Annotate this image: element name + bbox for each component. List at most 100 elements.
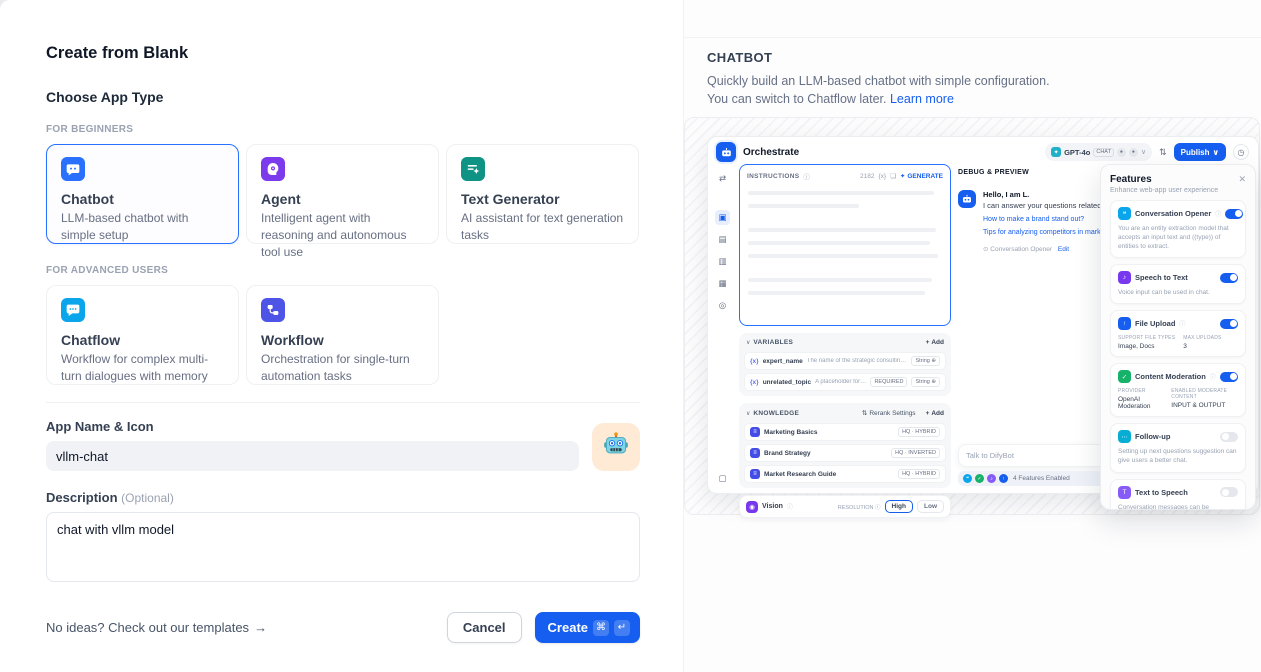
card-desc: LLM-based chatbot with simple setup [61,211,189,243]
copy-icon: ❏ [890,173,896,180]
app-name-input[interactable] [46,441,579,471]
templates-link[interactable]: No ideas? Check out our templates → [46,620,268,635]
learn-more-link[interactable]: Learn more [889,92,954,107]
arrow-right-icon: → [254,620,268,635]
conversation-opener-icon: ❝ [1118,207,1131,220]
chat-input-area: Talk to DifyBot ❝ ✓ ♪ ↑ 4 Features Enabl… [958,444,1106,486]
follow-up-icon: ⋯ [1118,430,1131,444]
chevron-down-icon: ∨ [1212,147,1220,157]
speech-to-text-icon: ♪ [1118,271,1131,285]
orchestrate-nav-icon: ▣ [715,210,730,225]
dataset-icon: ≡ [750,448,760,458]
mock-chat-input: Talk to DifyBot [958,444,1106,467]
beginner-cards: Chatbot LLM-based chatbot with simple se… [46,144,640,259]
chat-mode-badge: CHAT [1093,147,1114,157]
choose-app-type-label: Choose App Type [46,89,164,105]
feature-toggle[interactable] [1220,318,1238,329]
info-icon: ⓘ [1209,375,1216,382]
knowledge-panel: ∨ KNOWLEDGE ⇅ Rerank Settings + Add ≡ Mark [739,403,951,488]
plus-icon: + [925,339,930,346]
feature-card-speech-to-text: ♪ Speech to Text Voice input can be used… [1110,264,1246,305]
advanced-cards: Chatflow Workflow for complex multi-turn… [46,285,640,385]
bot-avatar [958,190,976,208]
text-generator-icon [461,157,485,181]
info-icon: ⓘ [1179,322,1186,329]
preview-heading: CHATBOT [707,50,773,65]
app-type-card-chatflow[interactable]: Chatflow Workflow for complex multi-turn… [46,285,239,385]
knowledge-row: ≡ Market Research Guide HQ · HYBRID [744,465,946,483]
add-variable-button: + Add [925,339,944,346]
feature-card-content-moderation: ✓ Content Moderation ⓘ PROVIDER OpenAI Mo… [1110,363,1246,418]
feature-toggle[interactable] [1220,487,1238,498]
instructions-title: INSTRUCTIONS [747,172,800,180]
agent-icon [261,157,285,181]
card-title: Agent [261,191,301,207]
add-knowledge-button: + Add [925,409,944,417]
tune-icon: ⇅ [1159,146,1167,157]
form-divider [46,402,640,403]
suggested-question: Tips for analyzing competitors in market [983,229,1107,236]
card-title: Text Generator [461,191,560,207]
mock-sidebar: ⇄ ▣ ▤ ▥ ▦ ◎ ▢ [708,169,737,493]
image-nav-icon: ▤ [718,234,727,244]
card-title: Chatbot [61,191,114,207]
robot-app-icon [602,431,630,464]
required-badge: REQUIRED [870,377,908,387]
app-name-label: App Name & Icon [46,419,154,434]
variables-panel: ∨ VARIABLES + Add {x} expert_name The nam… [739,333,951,396]
optional-hint: (Optional) [121,491,174,505]
section-label-advanced: FOR ADVANCED USERS [46,265,169,276]
model-selector: ✦ GPT-4o CHAT ● ● ∨ [1045,143,1153,161]
knowledge-row: ≡ Brand Strategy HQ · INVERTED [744,444,946,462]
info-icon: ⓘ [1215,212,1222,218]
plus-icon: + [925,409,930,417]
cmd-key-icon: ⌘ [593,619,609,636]
chevron-down-icon: ∨ [746,410,751,417]
collapse-icon: ⇄ [718,173,727,183]
feature-card-follow-up: ⋯ Follow-up Setting up next questions su… [1110,423,1246,473]
cancel-button[interactable]: Cancel [446,612,522,643]
history-icon: ◷ [1233,144,1249,160]
description-label: Description (Optional) [46,490,174,505]
instructions-placeholder-text [740,185,950,310]
feature-toggle[interactable] [1220,371,1238,382]
model-provider-icon: ✦ [1051,147,1062,157]
upload-feature-dot: ↑ [999,474,1008,483]
feature-toggle[interactable] [1220,272,1238,283]
create-button[interactable]: Create ⌘ ↵ [534,612,640,643]
chevron-down-icon: ∨ [1140,149,1147,156]
conversation-opener-row: ⊙ Conversation Opener Edit [983,246,1070,253]
greeting-line: I can answer your questions related [983,201,1102,210]
chatbot-icon [61,157,85,181]
mock-app-title: Orchestrate [743,146,800,158]
variable-row: {x} expert_name The name of the strategi… [744,352,946,370]
feature-card-file-upload: ↑ File Upload ⓘ SUPPORT FILE TYPES Image,… [1110,310,1246,358]
vision-setting-row: ◉ Vision ⓘ RESOLUTION ⓘ High Low [739,495,951,518]
app-preview-illustration: Orchestrate ✦ GPT-4o CHAT ● ● ∨ ⇅ Publis… [684,117,1260,518]
moderation-feature-dot: ✓ [975,474,984,483]
text-to-speech-icon: T [1118,485,1131,499]
card-desc: Intelligent agent with reasoning and aut… [261,211,407,260]
enabled-features-strip: ❝ ✓ ♪ ↑ 4 Features Enabled [958,471,1106,486]
preview-description: Quickly build an LLM-based chatbot with … [707,74,1050,107]
rerank-icon: ⇅ [861,410,868,417]
resolution-high-option: High [884,500,913,513]
close-icon: ✕ [1238,174,1246,184]
app-type-card-chatbot[interactable]: Chatbot LLM-based chatbot with simple se… [46,144,239,244]
content-moderation-icon: ✓ [1118,370,1131,384]
preview-pane: CHATBOT Quickly build an LLM-based chatb… [683,0,1261,672]
dataset-icon: ≡ [750,469,760,479]
feature-toggle[interactable] [1220,431,1238,442]
feature-toggle[interactable] [1225,208,1244,219]
page-title: Create from Blank [46,44,189,62]
app-icon-picker[interactable] [592,423,640,471]
app-type-card-workflow[interactable]: Workflow Orchestration for single-turn a… [246,285,439,385]
app-type-card-agent[interactable]: Agent Intelligent agent with reasoning a… [246,144,439,259]
card-desc: AI assistant for text generation tasks [461,211,624,243]
description-textarea[interactable]: chat with vllm model [46,512,640,582]
app-type-card-text-generator[interactable]: Text Generator AI assistant for text gen… [446,144,639,244]
notes-nav-icon: ▦ [718,278,727,288]
instructions-panel: INSTRUCTIONS ⓘ 2182 {x} ❏ ✦ GENERATE [739,164,951,326]
speech-feature-dot: ♪ [987,474,996,483]
mock-publish-button: Publish ∨ [1173,143,1226,161]
